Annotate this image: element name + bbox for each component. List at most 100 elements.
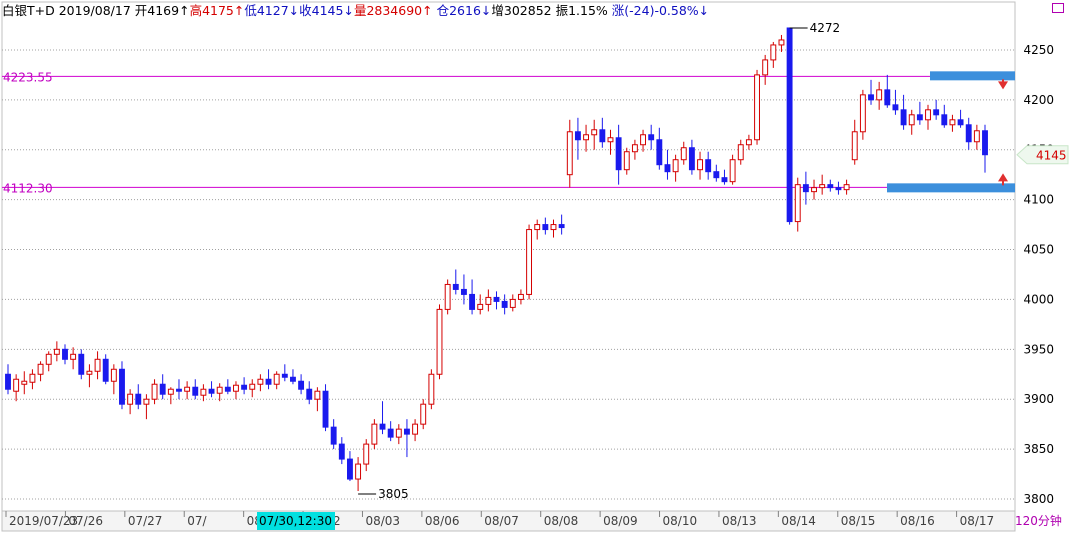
candle-body [754,74,760,141]
up-arrow-icon [998,173,1008,182]
plot-frame [1,1,1016,512]
candle [648,124,655,150]
candle [501,294,508,315]
candle [249,379,256,398]
candle-body [916,114,923,121]
candle-body [403,428,410,435]
candle-body [387,428,394,438]
candle-body [851,131,858,161]
period-label[interactable]: 120分钟 [1015,514,1062,528]
candle-body [941,114,948,126]
overlay-layer: 4272 3805 [358,21,1015,501]
candle-body [306,388,313,400]
candle-body [713,171,720,179]
x-tick-label: 08/13 [722,514,757,528]
last-price-tag [1016,145,1069,165]
candle-body [53,348,60,355]
candle-body [477,303,484,310]
candle [37,361,44,382]
candle-body [428,373,435,405]
candle-body [868,94,874,101]
candle [322,384,329,432]
candle [290,369,296,385]
candle [13,374,20,402]
candle [566,119,573,188]
candle-body [208,388,215,394]
candle-body [469,293,476,310]
candle-body [933,109,940,116]
candle [933,99,940,120]
candle [916,101,923,125]
candle [786,27,793,225]
x-tick-label: 07/26 [68,514,103,528]
candle-body [86,370,93,375]
candle [314,387,321,412]
candle [558,214,565,235]
x-tick-label: 08/10 [663,514,698,528]
candle-body [29,373,36,383]
candle [925,104,931,130]
candle-body [110,368,117,382]
candle [469,279,476,315]
candle-body [672,159,679,173]
candle-body [257,378,264,385]
candle-body [460,288,467,295]
candle-body [151,383,158,400]
candle [656,127,663,170]
down-arrow-icon [998,81,1008,90]
y-tick-label: 3950 [1023,342,1054,356]
candle-body [501,300,508,308]
annotation-label: 3805 [378,487,409,501]
candle-body [631,144,638,153]
candle [485,289,492,312]
candle-body [233,384,239,392]
chart-settings-box[interactable] [1052,3,1064,13]
candle [745,134,752,150]
y-tick-label: 4200 [1023,93,1054,107]
price-change: 涨(-24)-0.58%↓ [611,3,710,18]
candle [241,377,248,395]
candle-body [273,373,280,385]
candle [705,151,712,180]
x-tick-label: 08/06 [425,514,460,528]
last-price-label: 4145 [1036,149,1067,163]
candle-body [363,443,370,465]
candle-body [892,104,899,111]
candle [542,217,549,235]
x-tick-label: 07/ [187,514,207,528]
candle [868,79,874,105]
candle-body [517,293,524,300]
candle-body [745,139,752,146]
candle [45,351,52,372]
candle-body [925,109,931,121]
candle [729,154,736,185]
candle [412,419,419,442]
open-interest: 仓2616↓ [436,3,492,18]
candle-body [957,119,964,126]
y-tick-label: 3900 [1023,392,1054,406]
cursor-date-box [257,512,335,530]
candle-body [200,388,207,396]
candle-body [265,378,272,385]
candle-body [802,184,809,193]
y-tick-label: 3800 [1023,492,1054,506]
candle [517,289,524,305]
candle-body [794,184,801,223]
candle-body [143,398,150,405]
x-tick-label: 08/15 [841,514,876,528]
candle-body [737,144,744,161]
candle [436,304,443,380]
amplitude: 振1.15% [555,3,608,18]
candle [697,151,703,180]
candle-body [395,428,402,438]
candle-body [224,386,231,392]
candle-body [648,134,655,141]
candle [460,274,467,305]
candle [640,129,646,152]
candle [534,219,541,240]
candle [631,139,638,160]
candle-body [485,296,492,305]
candle-layer [5,27,988,492]
candle-body [705,159,712,173]
